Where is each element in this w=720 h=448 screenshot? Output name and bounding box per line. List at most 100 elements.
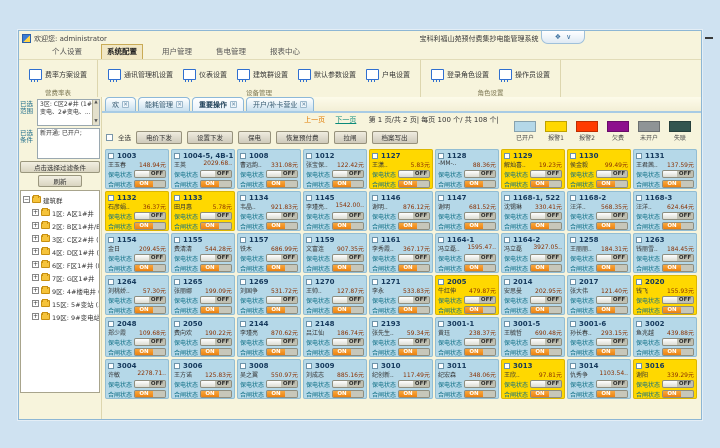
switch-status-toggle[interactable]: ON bbox=[332, 264, 364, 272]
card-checkbox[interactable] bbox=[636, 320, 642, 327]
card-checkbox[interactable] bbox=[570, 320, 576, 327]
supply-status-toggle[interactable]: OFF bbox=[398, 380, 430, 388]
card-checkbox[interactable] bbox=[636, 236, 642, 243]
card-checkbox[interactable] bbox=[174, 152, 180, 159]
supply-status-toggle[interactable]: OFF bbox=[662, 338, 694, 346]
tree-root[interactable]: − 建筑群 bbox=[23, 193, 99, 206]
card-checkbox[interactable] bbox=[306, 362, 312, 369]
switch-status-toggle[interactable]: ON bbox=[200, 222, 232, 230]
supply-status-toggle[interactable]: OFF bbox=[332, 296, 364, 304]
action-button-5[interactable]: 档案写出 bbox=[371, 130, 418, 144]
switch-status-toggle[interactable]: ON bbox=[398, 180, 430, 188]
switch-status-toggle[interactable]: ON bbox=[464, 348, 496, 356]
supply-status-toggle[interactable]: OFF bbox=[530, 380, 562, 388]
switch-status-toggle[interactable]: ON bbox=[398, 390, 430, 398]
card-checkbox[interactable] bbox=[240, 320, 246, 327]
card-checkbox[interactable] bbox=[636, 194, 642, 201]
card-checkbox[interactable] bbox=[570, 278, 576, 285]
switch-status-toggle[interactable]: ON bbox=[530, 264, 562, 272]
card-checkbox[interactable] bbox=[636, 362, 642, 369]
supply-status-toggle[interactable]: OFF bbox=[596, 212, 628, 220]
switch-status-toggle[interactable]: ON bbox=[596, 264, 628, 272]
supply-status-toggle[interactable]: OFF bbox=[332, 212, 364, 220]
expand-icon[interactable]: + bbox=[32, 248, 39, 255]
close-icon[interactable]: ✕ bbox=[122, 101, 129, 108]
supply-status-toggle[interactable]: OFF bbox=[398, 170, 430, 178]
prev-page-link[interactable]: 上一页 bbox=[304, 116, 326, 124]
card-checkbox[interactable] bbox=[504, 278, 510, 285]
action-button-4[interactable]: 拉闸 bbox=[333, 130, 367, 144]
supply-status-toggle[interactable]: OFF bbox=[134, 338, 166, 346]
supply-status-toggle[interactable]: OFF bbox=[464, 296, 496, 304]
supply-status-toggle[interactable]: OFF bbox=[200, 254, 232, 262]
expand-icon[interactable]: + bbox=[32, 313, 39, 320]
switch-status-toggle[interactable]: ON bbox=[662, 390, 694, 398]
menu-item-3[interactable]: 售电管理 bbox=[216, 47, 246, 56]
supply-status-toggle[interactable]: OFF bbox=[398, 212, 430, 220]
card-checkbox[interactable] bbox=[504, 362, 510, 369]
switch-status-toggle[interactable]: ON bbox=[266, 222, 298, 230]
menu-item-1[interactable]: 系统配置 bbox=[101, 44, 143, 59]
scroll-up-icon[interactable]: ▲ bbox=[94, 100, 98, 105]
switch-status-toggle[interactable]: ON bbox=[200, 264, 232, 272]
action-button-3[interactable]: 恢复预付费 bbox=[276, 130, 329, 144]
switch-status-toggle[interactable]: ON bbox=[464, 180, 496, 188]
supply-status-toggle[interactable]: OFF bbox=[530, 254, 562, 262]
switch-status-toggle[interactable]: ON bbox=[266, 390, 298, 398]
selected-range-listbox[interactable]: 3区: C区2#井 (1#变电、2#变电、... ▲ ▼ bbox=[37, 99, 100, 126]
supply-status-toggle[interactable]: OFF bbox=[332, 254, 364, 262]
switch-status-toggle[interactable]: ON bbox=[530, 180, 562, 188]
supply-status-toggle[interactable]: OFF bbox=[662, 380, 694, 388]
tree-node-6[interactable]: +9区: 4#楼电井 (4# bbox=[23, 284, 99, 297]
tab-0[interactable]: 欢 ✕ bbox=[105, 97, 136, 111]
card-checkbox[interactable] bbox=[240, 152, 246, 159]
supply-status-toggle[interactable]: OFF bbox=[134, 296, 166, 304]
card-checkbox[interactable] bbox=[108, 278, 114, 285]
supply-status-toggle[interactable]: OFF bbox=[332, 170, 364, 178]
card-checkbox[interactable] bbox=[174, 194, 180, 201]
card-checkbox[interactable] bbox=[372, 152, 378, 159]
card-checkbox[interactable] bbox=[636, 152, 642, 159]
switch-status-toggle[interactable]: ON bbox=[200, 390, 232, 398]
action-button-2[interactable]: 保电 bbox=[238, 130, 271, 144]
supply-status-toggle[interactable]: OFF bbox=[464, 212, 496, 220]
expand-icon[interactable]: + bbox=[32, 274, 39, 281]
tree-node-1[interactable]: +2区: B区1#井/B区1 bbox=[23, 219, 99, 232]
card-checkbox[interactable] bbox=[372, 278, 378, 285]
supply-status-toggle[interactable]: OFF bbox=[464, 254, 496, 262]
supply-status-toggle[interactable]: OFF bbox=[200, 380, 232, 388]
supply-status-toggle[interactable]: OFF bbox=[398, 296, 430, 304]
tree-node-0[interactable]: +1区: A区1#井 bbox=[23, 206, 99, 219]
action-button-0[interactable]: 电价下发 bbox=[136, 130, 182, 144]
collapse-icon[interactable]: − bbox=[23, 196, 30, 203]
card-checkbox[interactable] bbox=[504, 320, 510, 327]
card-checkbox[interactable] bbox=[438, 362, 444, 369]
supply-status-toggle[interactable]: OFF bbox=[530, 170, 562, 178]
card-checkbox[interactable] bbox=[240, 362, 246, 369]
switch-status-toggle[interactable]: ON bbox=[200, 348, 232, 356]
card-checkbox[interactable] bbox=[240, 236, 246, 243]
close-icon[interactable]: ✕ bbox=[176, 101, 183, 108]
tree-node-3[interactable]: +4区: D区1#井 (D区 bbox=[23, 245, 99, 258]
supply-status-toggle[interactable]: OFF bbox=[596, 254, 628, 262]
supply-status-toggle[interactable]: OFF bbox=[266, 170, 298, 178]
supply-status-toggle[interactable]: OFF bbox=[398, 254, 430, 262]
switch-status-toggle[interactable]: ON bbox=[134, 348, 166, 356]
tree-node-5[interactable]: +7区: G区1#井 bbox=[23, 271, 99, 284]
switch-status-toggle[interactable]: ON bbox=[398, 264, 430, 272]
supply-status-toggle[interactable]: OFF bbox=[530, 212, 562, 220]
menu-item-0[interactable]: 个人设置 bbox=[52, 47, 82, 56]
listbox-scrollbar[interactable]: ▲ ▼ bbox=[92, 100, 99, 125]
switch-status-toggle[interactable]: ON bbox=[662, 222, 694, 230]
card-checkbox[interactable] bbox=[372, 194, 378, 201]
supply-status-toggle[interactable]: OFF bbox=[662, 254, 694, 262]
switch-status-toggle[interactable]: ON bbox=[662, 264, 694, 272]
supply-status-toggle[interactable]: OFF bbox=[200, 170, 232, 178]
card-checkbox[interactable] bbox=[108, 320, 114, 327]
switch-status-toggle[interactable]: ON bbox=[398, 348, 430, 356]
switch-status-toggle[interactable]: ON bbox=[596, 222, 628, 230]
tree-node-7[interactable]: +15区: 5#变站 (3# bbox=[23, 297, 99, 310]
next-page-link[interactable]: 下一页 bbox=[335, 116, 357, 124]
select-all-checkbox[interactable] bbox=[106, 133, 113, 141]
supply-status-toggle[interactable]: OFF bbox=[398, 338, 430, 346]
